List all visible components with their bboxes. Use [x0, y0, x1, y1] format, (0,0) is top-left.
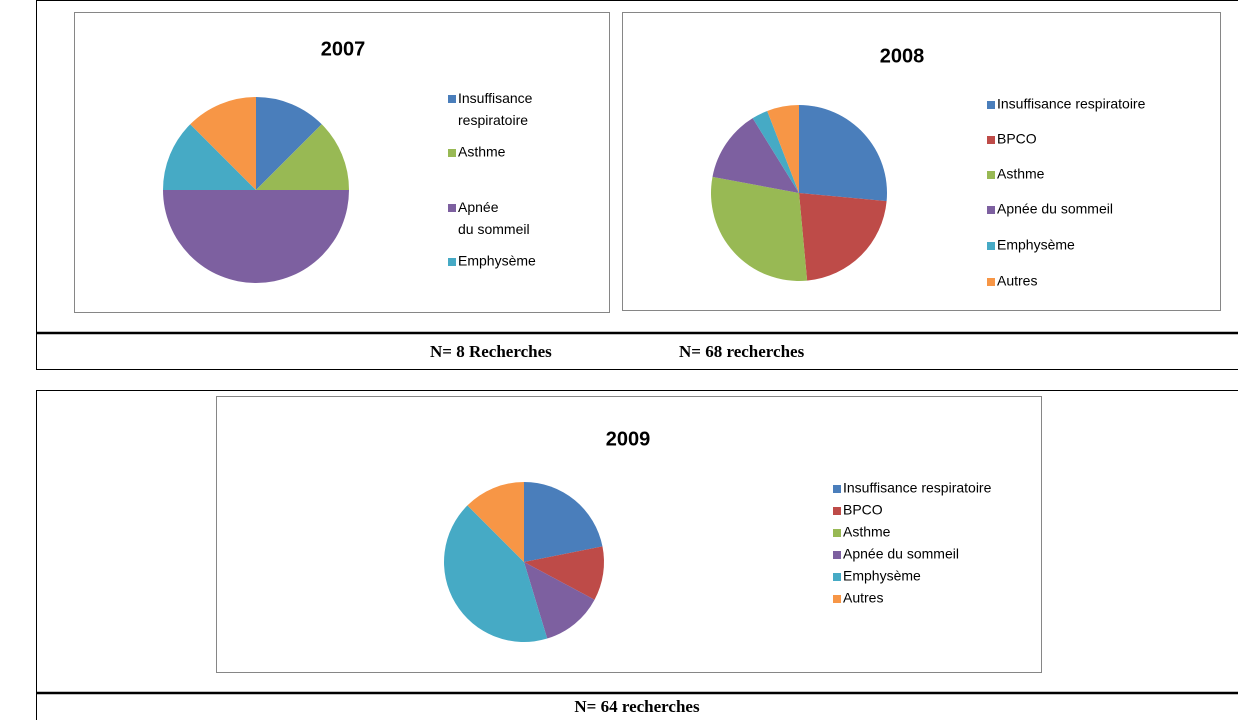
legend-label: Emphysème: [458, 253, 536, 269]
pie-slice: [524, 482, 603, 562]
legend-line: Insuffisance: [458, 90, 533, 106]
legend-label: Apnée du sommeil: [997, 201, 1113, 217]
table-border: [36, 0, 1238, 370]
pie-slice: [752, 110, 799, 193]
legend-label: Asthme: [843, 524, 891, 540]
legend-swatch: [987, 101, 995, 109]
legend-swatch: [448, 258, 456, 266]
legend-swatch: [833, 551, 841, 559]
chart-title: 2007: [321, 38, 366, 60]
pie-slice: [767, 105, 799, 193]
legend-label: BPCO: [997, 131, 1037, 147]
pie-slice: [712, 118, 799, 193]
pie-slice: [190, 97, 256, 190]
caption: N= 68 recherches: [679, 342, 805, 361]
pie-slice: [256, 124, 349, 190]
legend-label: Emphysème: [997, 237, 1075, 253]
pie-slice: [799, 105, 888, 202]
chart-title: 2009: [606, 428, 651, 450]
table-border: [36, 390, 1238, 720]
legend-label: Insuffisance respiratoire: [843, 480, 992, 496]
legend-label: Apnée du sommeil: [843, 546, 959, 562]
legend-label: Asthme: [997, 166, 1045, 182]
legend-label: Apnée du sommeil: [458, 199, 530, 237]
legend-line: respiratoire: [458, 112, 528, 128]
caption: N= 64 recherches: [574, 697, 700, 716]
legend-label: Emphysème: [843, 568, 921, 584]
pie-slice: [256, 97, 322, 190]
legend-label: Asthme: [458, 144, 506, 160]
legend-line: Apnée: [458, 199, 499, 215]
legend-label: Autres: [843, 590, 883, 606]
legend-swatch: [833, 595, 841, 603]
pie-slice: [444, 505, 548, 642]
legend-swatch: [448, 204, 456, 212]
legend-label: Autres: [997, 273, 1037, 289]
legend-swatch: [833, 507, 841, 515]
pie-slice: [524, 546, 605, 600]
legend-swatch: [833, 573, 841, 581]
chart-title: 2008: [880, 45, 925, 67]
legend-line: du sommeil: [458, 221, 530, 237]
pie-slice: [711, 176, 808, 281]
legend-swatch: [987, 206, 995, 214]
legend-swatch: [833, 485, 841, 493]
pie-slice: [467, 482, 524, 562]
legend-label: BPCO: [843, 502, 883, 518]
legend-label: Insuffisance respiratoire: [458, 90, 533, 128]
legend-swatch: [987, 171, 995, 179]
legend-swatch: [448, 149, 456, 157]
legend-label: Insuffisance respiratoire: [997, 96, 1146, 112]
chart-frame: [216, 396, 1042, 673]
pie-slice: [163, 124, 256, 190]
pie-slice: [163, 190, 349, 283]
legend-swatch: [987, 136, 995, 144]
pie-slice: [799, 193, 887, 281]
caption: N= 8 Recherches: [430, 342, 552, 361]
legend-swatch: [448, 95, 456, 103]
legend-swatch: [987, 242, 995, 250]
legend-swatch: [987, 278, 995, 286]
legend-swatch: [833, 529, 841, 537]
pie-slice: [524, 562, 595, 639]
